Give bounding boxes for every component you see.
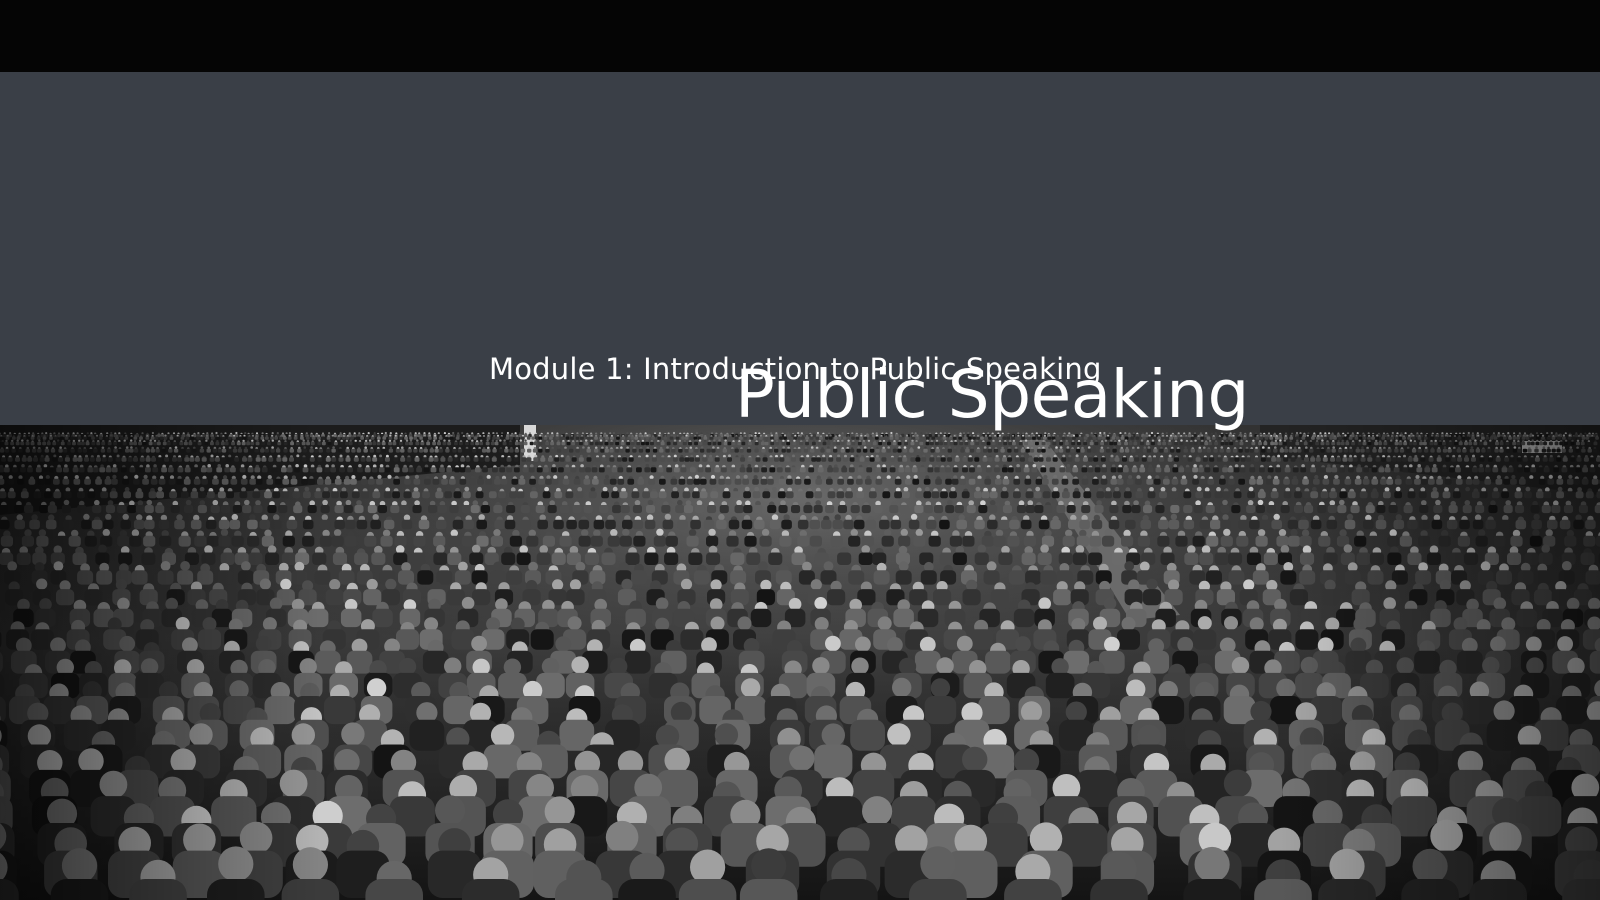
slide-subtitle: Module 1: Introduction to Public Speakin… bbox=[489, 352, 1102, 386]
title-band bbox=[0, 72, 1600, 425]
audience-photo bbox=[0, 425, 1600, 900]
top-black-bar bbox=[0, 0, 1600, 72]
slide-title: Public Speaking bbox=[735, 356, 1249, 433]
